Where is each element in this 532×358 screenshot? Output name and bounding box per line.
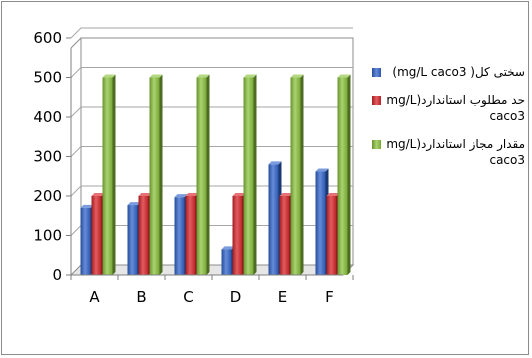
y-tick-label: 200 <box>33 187 62 205</box>
bar-D-series-3 <box>243 74 257 275</box>
x-tick-label: C <box>183 288 193 306</box>
gridline <box>70 185 353 197</box>
y-tick-label: 0 <box>52 266 62 284</box>
bar-C-series-3 <box>196 74 210 275</box>
gridline <box>70 106 353 118</box>
x-tick-label: A <box>89 288 100 306</box>
chart-legend: سختی کل( mg/L caco3) حد مطلوب استاندارد(… <box>372 64 530 180</box>
y-tick-label: 600 <box>33 29 62 47</box>
legend-item-total-hardness: سختی کل( mg/L caco3) <box>372 64 530 80</box>
gridline <box>70 146 353 157</box>
bar-B-series-3 <box>149 74 163 275</box>
legend-label-total-hardness: سختی کل( mg/L caco3) <box>392 65 525 79</box>
gridline <box>70 27 353 39</box>
legend-swatch-total-hardness <box>372 68 381 77</box>
y-tick-label: 500 <box>33 69 62 87</box>
x-tick-label: D <box>230 288 242 306</box>
x-tick-label: B <box>136 288 146 306</box>
gridline <box>70 67 353 78</box>
legend-swatch-desirable-limit <box>372 96 381 105</box>
x-tick-label: F <box>325 288 334 306</box>
bar-E-series-3 <box>290 74 304 275</box>
legend-item-desirable-limit: حد مطلوب استاندارد(mg/L caco3 <box>372 92 530 124</box>
bar-F-series-3 <box>337 74 351 275</box>
bar-A-series-3 <box>102 74 116 275</box>
legend-swatch-permissible-limit <box>372 140 381 149</box>
legend-label-permissible-limit: مقدار مجاز استاندارد(mg/L caco3 <box>386 137 525 167</box>
y-tick-label: 300 <box>33 148 62 166</box>
x-tick-label: E <box>278 288 287 306</box>
legend-item-permissible-limit: مقدار مجاز استاندارد(mg/L caco3 <box>372 136 530 168</box>
legend-label-desirable-limit: حد مطلوب استاندارد(mg/L caco3 <box>386 93 525 123</box>
y-tick-label: 100 <box>33 227 62 245</box>
y-tick-label: 400 <box>33 108 62 126</box>
